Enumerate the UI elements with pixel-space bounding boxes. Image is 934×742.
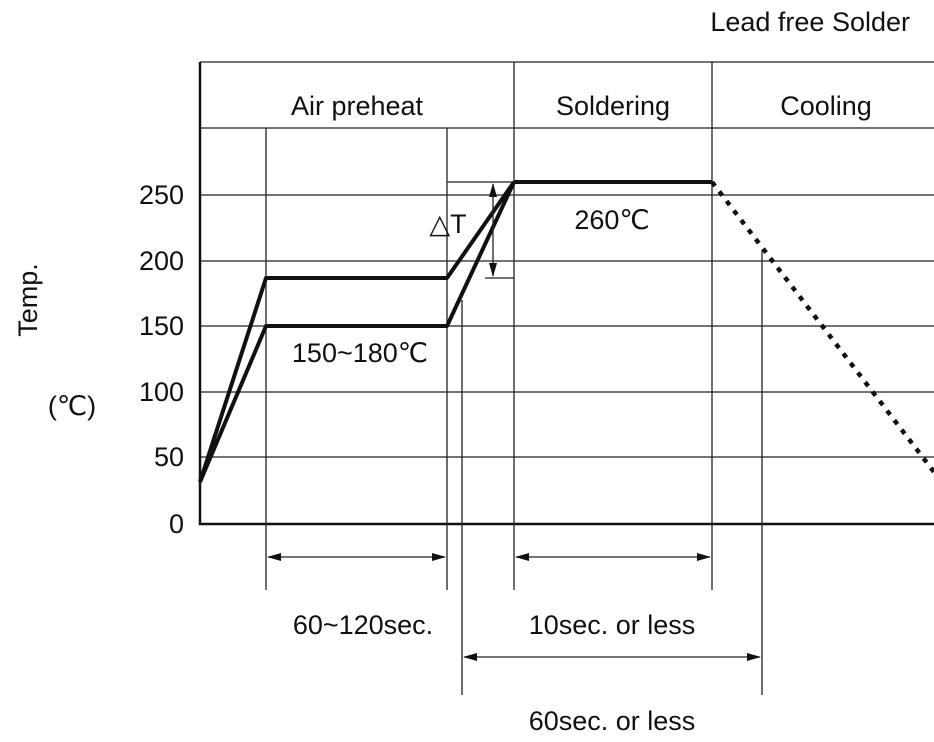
y-tick-label: 50 xyxy=(154,442,184,472)
y-axis-unit: (℃) xyxy=(48,391,96,421)
duration-label: 60~120sec. xyxy=(293,610,433,640)
profile xyxy=(198,180,934,483)
y-tick-label: 100 xyxy=(139,377,184,407)
phase-label: Cooling xyxy=(780,91,872,121)
frame xyxy=(198,61,934,695)
duration-label: 60sec. or less xyxy=(529,706,696,736)
delta-t-label: △T xyxy=(429,209,466,239)
peak-label: 260℃ xyxy=(574,205,649,235)
duration-label: 10sec. or less xyxy=(529,610,696,640)
duration-arrows xyxy=(267,553,761,661)
y-tick-label: 200 xyxy=(139,246,184,276)
delta-t-marker xyxy=(447,181,514,279)
phase-label: Air preheat xyxy=(291,91,424,121)
y-axis-label: Temp. xyxy=(13,263,43,337)
y-tick-label: 150 xyxy=(139,311,184,341)
title: Lead free Solder xyxy=(710,7,910,37)
phase-label: Soldering xyxy=(556,91,670,121)
y-tick-label: 0 xyxy=(169,509,184,539)
y-tick-label: 250 xyxy=(139,180,184,210)
preheat-range-label: 150~180℃ xyxy=(292,338,428,368)
